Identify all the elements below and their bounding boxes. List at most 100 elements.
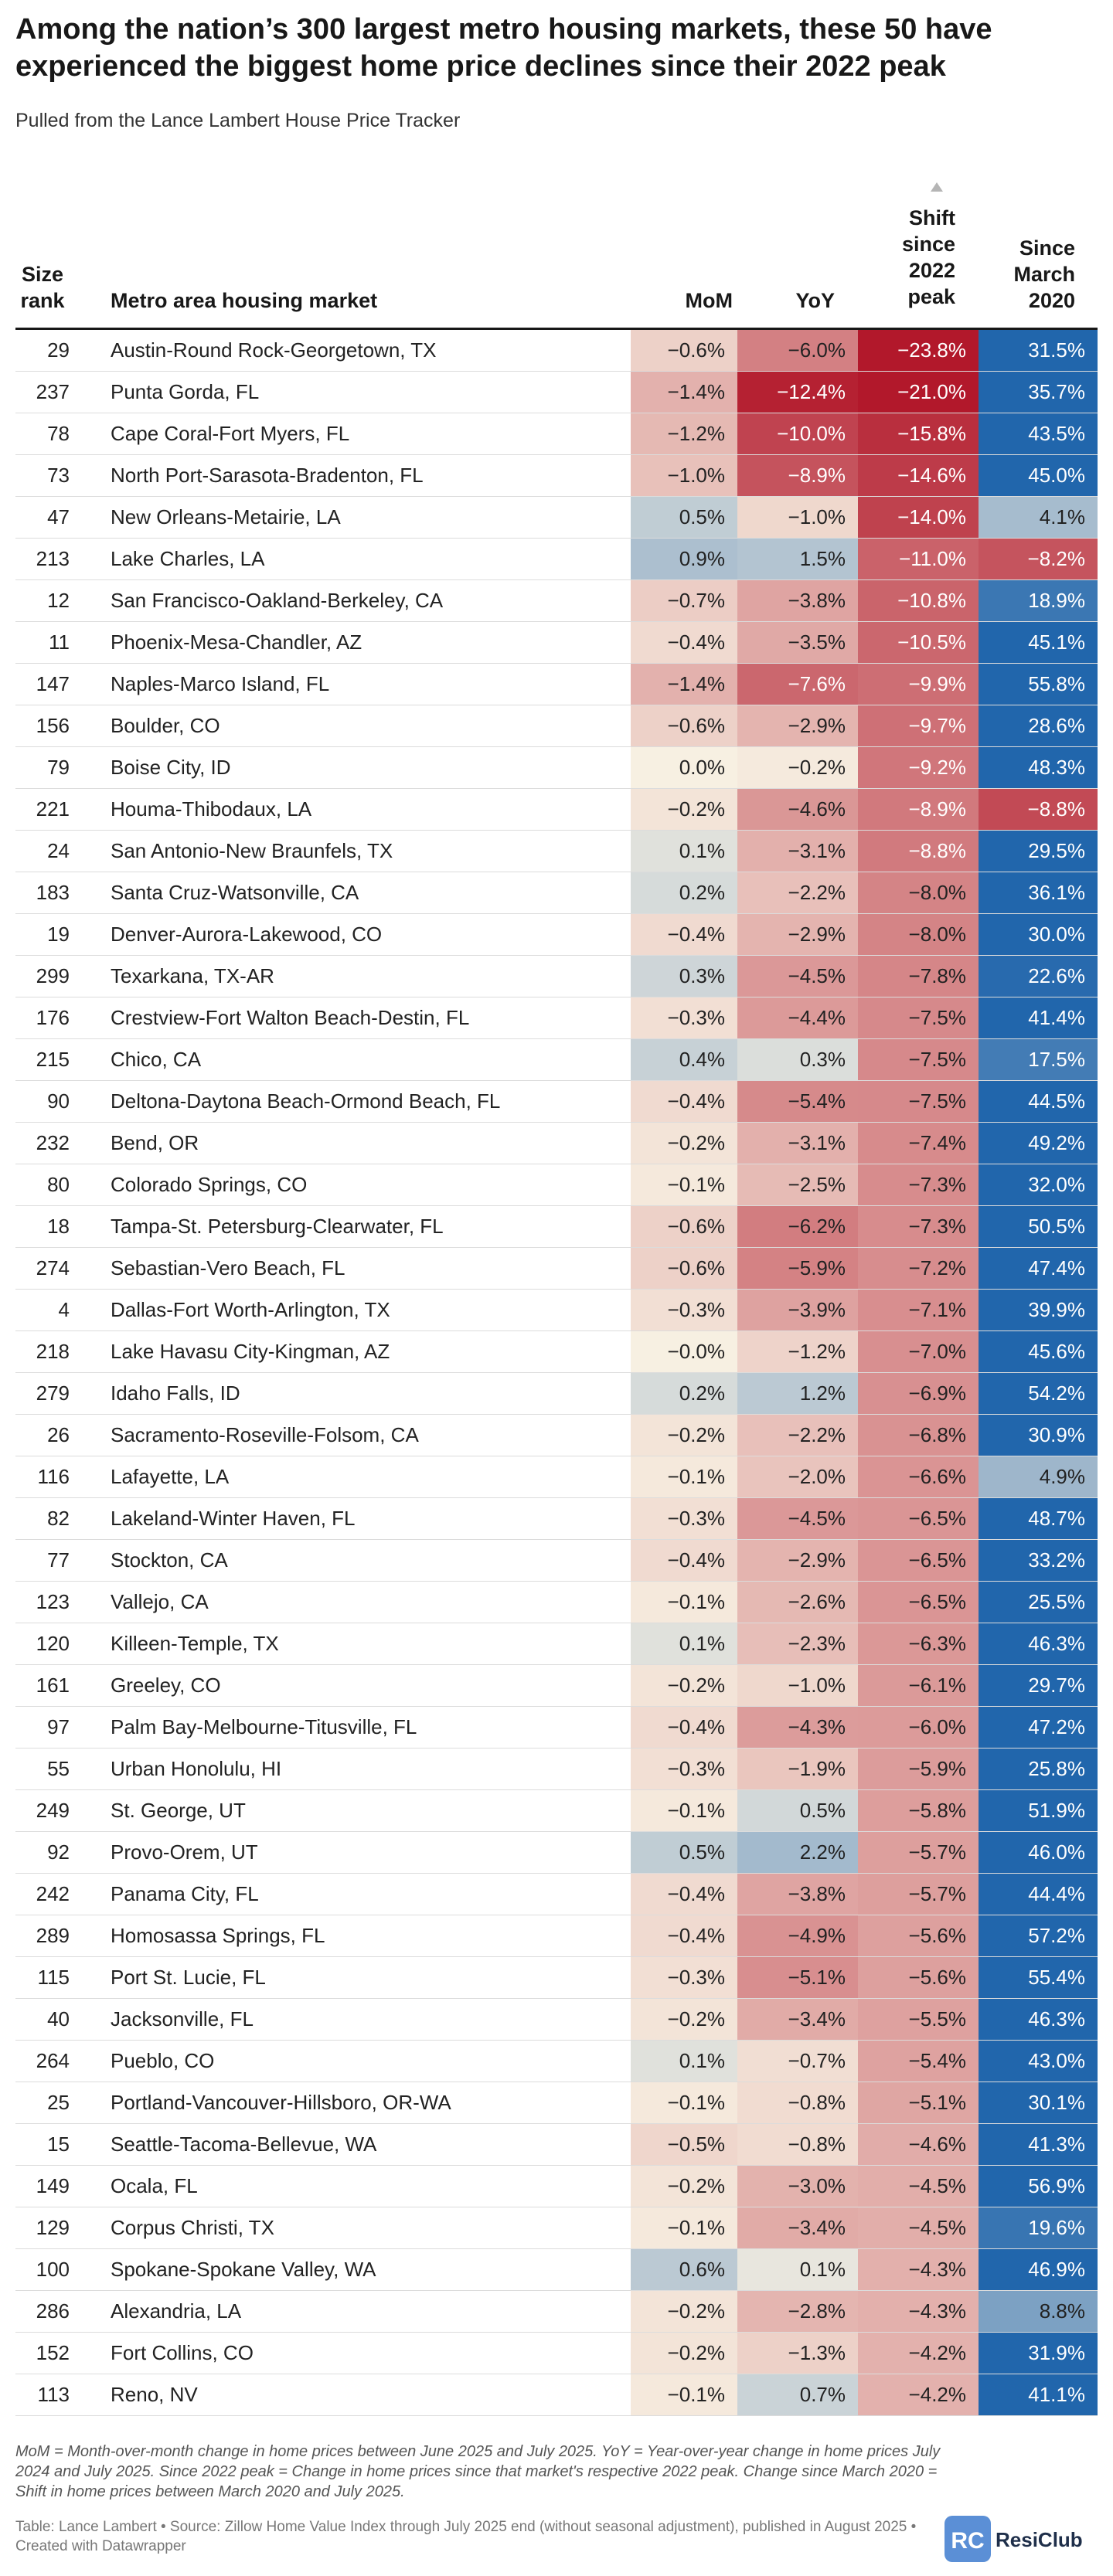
cell-yoy: −3.9% [737, 1290, 858, 1330]
cell-size-rank: 55 [47, 1757, 70, 1780]
cell-size-rank: 213 [36, 547, 70, 570]
cell-yoy: −3.8% [737, 580, 858, 621]
table-row: 29 Austin-Round Rock-Georgetown, TX −0.6% −… [15, 330, 1098, 372]
resiclub-logo-text: ResiClub [996, 2528, 1083, 2551]
cell-metro: Denver-Aurora-Lakewood, CO [111, 923, 383, 946]
cell-since-march-2020: 44.5% [979, 1081, 1098, 1122]
cell-size-rank: 279 [36, 1381, 70, 1405]
table-row: 11 Phoenix-Mesa-Chandler, AZ −0.4% −3.5% −10… [15, 622, 1098, 664]
header-since-march-2020[interactable]: Since March 2020 [979, 235, 1075, 314]
cell-yoy: −6.2% [737, 1206, 858, 1247]
header-shift-line: Shift [909, 206, 955, 229]
cell-metro: San Antonio-New Braunfels, TX [111, 839, 393, 862]
cell-metro: North Port-Sarasota-Bradenton, FL [111, 464, 424, 487]
cell-mom: 0.1% [631, 2041, 737, 2082]
cell-yoy: −4.6% [737, 789, 858, 830]
cell-size-rank: 286 [36, 2299, 70, 2323]
cell-yoy: −2.8% [737, 2291, 858, 2332]
header-shift-since-2022-peak[interactable]: Shift since 2022 peak [858, 205, 955, 310]
cell-shift-since-2022-peak: −7.2% [858, 1248, 979, 1289]
table-row: 152 Fort Collins, CO −0.2% −1.3% −4.2% 31.9% [15, 2333, 1098, 2374]
cell-yoy: −2.9% [737, 1540, 858, 1581]
cell-shift-since-2022-peak: −4.3% [858, 2249, 979, 2290]
cell-size-rank: 176 [36, 1006, 70, 1029]
cell-size-rank: 218 [36, 1340, 70, 1363]
header-metro[interactable]: Metro area housing market [111, 289, 378, 312]
cell-metro: Deltona-Daytona Beach-Ormond Beach, FL [111, 1089, 501, 1113]
cell-since-march-2020: 41.1% [979, 2374, 1098, 2415]
cell-yoy: −2.5% [737, 1164, 858, 1205]
cell-size-rank: 90 [47, 1089, 70, 1113]
cell-size-rank: 79 [47, 756, 70, 779]
cell-yoy: 1.2% [737, 1373, 858, 1414]
cell-mom: −0.3% [631, 1290, 737, 1330]
cell-yoy: −2.2% [737, 1415, 858, 1456]
cell-shift-since-2022-peak: −5.4% [858, 2041, 979, 2082]
cell-since-march-2020: 31.9% [979, 2333, 1098, 2374]
table-row: 115 Port St. Lucie, FL −0.3% −5.1% −5.6% 55.4… [15, 1957, 1098, 1999]
data-table: 29 Austin-Round Rock-Georgetown, TX −0.6% −… [15, 330, 1098, 2416]
table-row: 286 Alexandria, LA −0.2% −2.8% −4.3% 8.8% [15, 2291, 1098, 2333]
cell-yoy: −4.3% [737, 1707, 858, 1748]
cell-mom: −0.2% [631, 1999, 737, 2040]
cell-shift-since-2022-peak: −10.8% [858, 580, 979, 621]
cell-mom: −0.1% [631, 2082, 737, 2123]
cell-mom: −1.4% [631, 372, 737, 413]
cell-size-rank: 289 [36, 1924, 70, 1947]
cell-shift-since-2022-peak: −7.5% [858, 1039, 979, 1080]
cell-metro: Ocala, FL [111, 2174, 198, 2197]
cell-shift-since-2022-peak: −7.5% [858, 997, 979, 1038]
cell-yoy: −3.8% [737, 1874, 858, 1915]
cell-size-rank: 161 [36, 1674, 70, 1697]
cell-size-rank: 18 [47, 1215, 70, 1238]
cell-mom: −0.7% [631, 580, 737, 621]
cell-shift-since-2022-peak: −7.3% [858, 1206, 979, 1247]
cell-since-march-2020: 36.1% [979, 872, 1098, 913]
cell-mom: −1.4% [631, 664, 737, 705]
table-row: 116 Lafayette, LA −0.1% −2.0% −6.6% 4.9% [15, 1456, 1098, 1498]
cell-metro: Idaho Falls, ID [111, 1381, 240, 1405]
cell-metro: Dallas-Fort Worth-Arlington, TX [111, 1298, 390, 1321]
sort-arrow-icon[interactable] [931, 182, 943, 192]
header-size-rank[interactable]: Size rank [15, 261, 70, 314]
cell-since-march-2020: 29.7% [979, 1665, 1098, 1706]
cell-metro: Austin-Round Rock-Georgetown, TX [111, 338, 437, 362]
cell-since-march-2020: 45.1% [979, 622, 1098, 663]
cell-yoy: −12.4% [737, 372, 858, 413]
header-yoy[interactable]: YoY [795, 289, 835, 312]
table-row: 221 Houma-Thibodaux, LA −0.2% −4.6% −8.9% −8.… [15, 789, 1098, 831]
cell-since-march-2020: 32.0% [979, 1164, 1098, 1205]
cell-yoy: −4.5% [737, 1498, 858, 1539]
cell-since-march-2020: 48.3% [979, 747, 1098, 788]
cell-shift-since-2022-peak: −5.8% [858, 1790, 979, 1831]
resiclub-logo-icon: RC [945, 2516, 991, 2562]
cell-shift-since-2022-peak: −14.6% [858, 455, 979, 496]
cell-metro: Boulder, CO [111, 714, 220, 737]
cell-since-march-2020: 47.2% [979, 1707, 1098, 1748]
cell-mom: −0.3% [631, 997, 737, 1038]
cell-metro: Boise City, ID [111, 756, 231, 779]
table-row: 264 Pueblo, CO 0.1% −0.7% −5.4% 43.0% [15, 2041, 1098, 2082]
table-row: 100 Spokane-Spokane Valley, WA 0.6% 0.1% −4.… [15, 2249, 1098, 2291]
cell-metro: Naples-Marco Island, FL [111, 672, 330, 695]
table-row: 249 St. George, UT −0.1% 0.5% −5.8% 51.9% [15, 1790, 1098, 1832]
table-row: 79 Boise City, ID 0.0% −0.2% −9.2% 48.3% [15, 747, 1098, 789]
cell-mom: −0.1% [631, 1164, 737, 1205]
cell-yoy: −10.0% [737, 413, 858, 454]
cell-since-march-2020: 30.9% [979, 1415, 1098, 1456]
header-mom[interactable]: MoM [685, 289, 733, 312]
cell-metro: Bend, OR [111, 1131, 199, 1154]
cell-metro: Port St. Lucie, FL [111, 1966, 266, 1989]
cell-shift-since-2022-peak: −5.6% [858, 1915, 979, 1956]
cell-shift-since-2022-peak: −5.1% [858, 2082, 979, 2123]
cell-since-march-2020: 49.2% [979, 1123, 1098, 1164]
cell-shift-since-2022-peak: −7.4% [858, 1123, 979, 1164]
cell-shift-since-2022-peak: −7.3% [858, 1164, 979, 1205]
table-row: 237 Punta Gorda, FL −1.4% −12.4% −21.0% 35.7% [15, 372, 1098, 413]
cell-yoy: −4.5% [737, 956, 858, 997]
cell-size-rank: 156 [36, 714, 70, 737]
cell-size-rank: 82 [47, 1507, 70, 1530]
cell-yoy: −4.4% [737, 997, 858, 1038]
cell-mom: −0.4% [631, 1081, 737, 1122]
cell-since-march-2020: 47.4% [979, 1248, 1098, 1289]
